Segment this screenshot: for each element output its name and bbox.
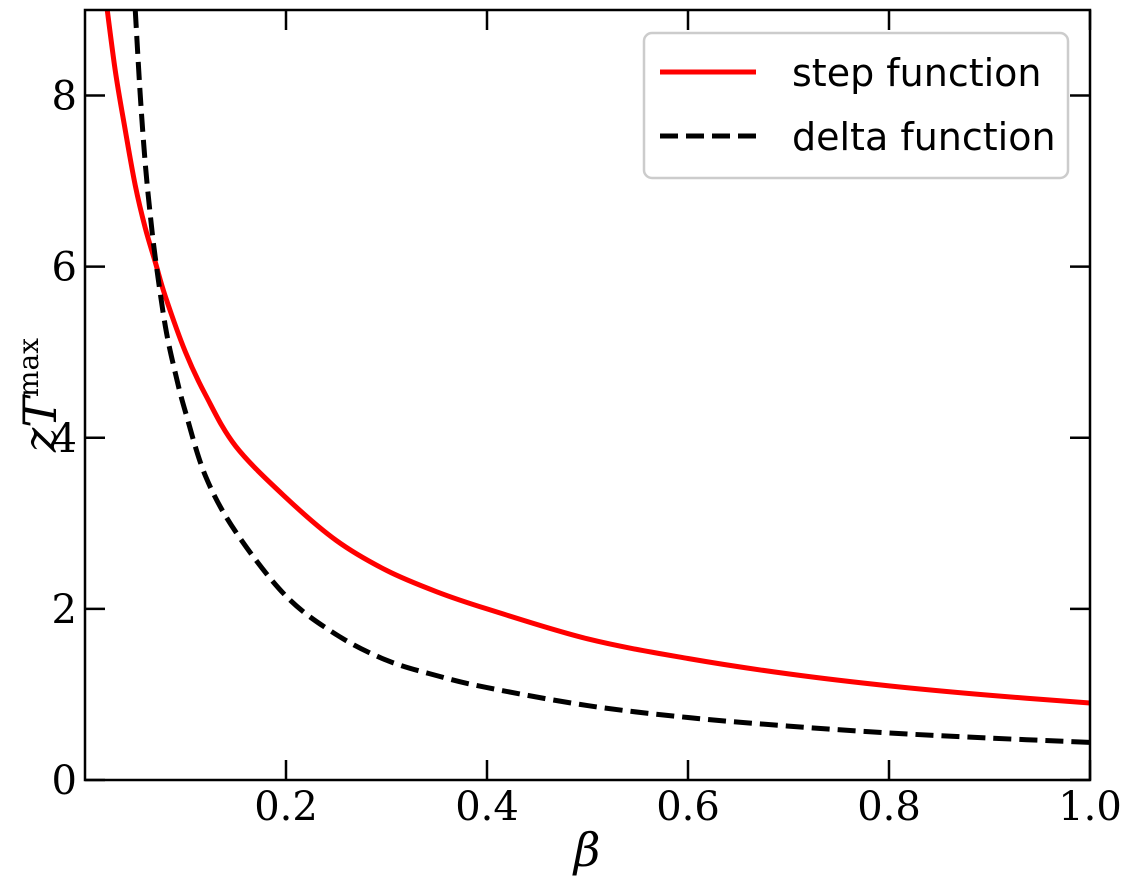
series-line-delta-function	[132, 10, 1090, 745]
y-axis-label-sup: max	[12, 338, 45, 397]
x-tick-label: 0.6	[656, 784, 720, 830]
y-tick-label: 6	[52, 245, 77, 291]
y-tick-label: 8	[52, 74, 77, 120]
series-line-step-function	[104, 10, 1090, 706]
x-tick-label: 0.2	[254, 784, 318, 830]
y-tick-label: 4	[52, 416, 77, 462]
x-tick-label: 0.4	[455, 784, 519, 830]
tick-layer: 0.2 0.4 0.6 0.8 1.0 0 2 4 6 8	[52, 10, 1122, 830]
legend-label-delta-function: delta function	[792, 115, 1056, 159]
legend-label-step-function: step function	[792, 51, 1042, 95]
y-axis-label-base: zT	[13, 394, 67, 453]
legend: step function delta function	[642, 31, 1070, 180]
y-tick-label: 2	[52, 587, 77, 633]
x-axis-label: β	[572, 823, 601, 877]
x-tick-label: 1.0	[1058, 784, 1122, 830]
plot-frame	[83, 8, 1092, 782]
series-layer	[104, 10, 1090, 745]
y-axis-label: zTmax	[12, 338, 67, 453]
legend-box	[642, 31, 1070, 180]
y-tick-label: 0	[52, 758, 77, 804]
x-tick-label: 0.8	[857, 784, 921, 830]
